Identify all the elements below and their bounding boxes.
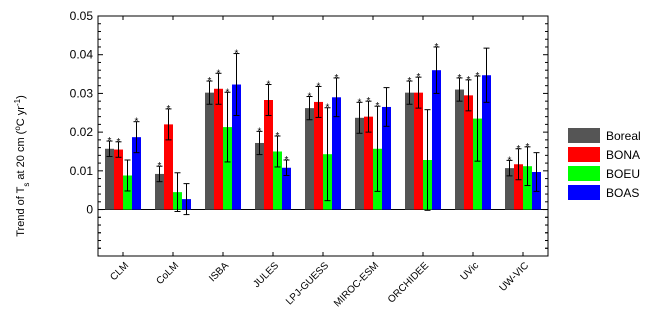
bar-boreal-lpj-guess [305, 108, 314, 210]
significance-marker: * [135, 117, 139, 128]
bar-boreal-miroc-esm [355, 117, 364, 210]
y-axis-title-main: Trend of T [15, 186, 27, 236]
significance-marker: * [108, 136, 112, 147]
legend-swatch-boeu [568, 166, 600, 181]
significance-marker: * [226, 87, 230, 98]
bar-bona-uw-vic [514, 164, 523, 210]
x-tick-label: UVic [459, 260, 482, 283]
x-tick-label: JULES [251, 260, 281, 290]
bar-bona-isba [214, 88, 223, 210]
bar-boas-miroc-esm [382, 106, 391, 210]
significance-marker: * [517, 144, 521, 155]
significance-marker: * [508, 155, 512, 166]
y-axis-title-deg: o [13, 126, 22, 131]
x-tick-label: LPJ-GUESS [284, 260, 331, 307]
bar-boreal-uvic [455, 89, 464, 210]
bar-boas-jules [282, 167, 291, 210]
bar-boas-clm [132, 137, 141, 210]
significance-marker: * [435, 42, 439, 53]
x-tick-label: ORCHIDEE [386, 260, 431, 305]
x-tick-label: MIROC-ESM [332, 260, 381, 309]
significance-marker: * [117, 137, 121, 148]
legend-swatch-boas [568, 185, 600, 200]
y-tick-label: 0.03 [70, 86, 94, 100]
bar-boreal-jules [255, 142, 264, 210]
x-tick-label: CLM [108, 260, 131, 283]
y-tick-label: 0 [86, 203, 93, 217]
significance-marker: * [458, 73, 462, 84]
significance-marker: * [476, 71, 480, 82]
x-tick-label: CoLM [154, 260, 181, 287]
significance-marker: * [208, 76, 212, 87]
y-tick-label: 0.02 [70, 125, 94, 139]
bar-boreal-orchidee [405, 92, 414, 210]
y-tick-label: 0.04 [70, 48, 94, 62]
y-axis-title: Trend of Ts at 20 cm (oC yr-1) [13, 95, 31, 237]
y-axis-title-unit: C yr [15, 106, 27, 127]
significance-marker: * [367, 96, 371, 107]
bar-bona-orchidee [414, 92, 423, 210]
significance-marker: * [376, 101, 380, 112]
bar-boas-orchidee [432, 70, 441, 210]
significance-marker: * [276, 131, 280, 142]
bar-boreal-clm [105, 148, 114, 210]
bar-boas-lpj-guess [332, 97, 341, 210]
y-axis-title-mid: at 20 cm ( [15, 130, 27, 182]
bar-boeu-clm [123, 175, 132, 210]
x-tick-label: UW-VIC [498, 260, 532, 294]
y-tick-label: 0.01 [70, 164, 94, 178]
bar-boreal-isba [205, 92, 214, 210]
legend: Boreal BONA BOEU BOAS [568, 128, 641, 200]
significance-marker: * [267, 80, 271, 91]
significance-marker: * [167, 104, 171, 115]
bar-bona-lpj-guess [314, 101, 323, 210]
bar-bona-uvic [464, 95, 473, 210]
significance-marker: * [408, 76, 412, 87]
significance-marker: * [326, 103, 330, 114]
significance-marker: * [235, 49, 239, 60]
plot-area: 0 0.01 0.02 0.03 0.04 0.05 * * * CLM * * CoLM * * * * ISB… [70, 9, 549, 309]
significance-marker: * [258, 126, 262, 137]
bar-boeu-uvic [473, 118, 482, 210]
significance-marker: * [526, 142, 530, 153]
y-axis-title-close: ) [15, 95, 27, 99]
significance-marker: * [417, 72, 421, 83]
bar-boas-uvic [482, 75, 491, 210]
significance-marker: * [308, 92, 312, 103]
bar-bona-miroc-esm [364, 116, 373, 210]
legend-swatch-bona [568, 147, 600, 162]
legend-label-boeu: BOEU [606, 167, 640, 181]
bar-boeu-isba [223, 127, 232, 210]
significance-marker: * [467, 75, 471, 86]
bar-boreal-uw-vic [505, 168, 514, 210]
significance-marker: * [335, 73, 339, 84]
significance-marker: * [285, 155, 289, 166]
y-axis-title-exp: -1 [13, 98, 22, 106]
legend-label-bona: BONA [606, 148, 640, 162]
significance-marker: * [158, 161, 162, 172]
bar-boreal-colm [155, 173, 164, 210]
legend-swatch-boreal [568, 128, 600, 143]
significance-marker: * [358, 97, 362, 108]
bar-bona-clm [114, 149, 123, 210]
bar-boeu-uw-vic [523, 166, 532, 210]
legend-label-boas: BOAS [606, 186, 639, 200]
y-axis-title-sub: s [22, 183, 31, 187]
bar-bona-colm [164, 124, 173, 210]
y-tick-label: 0.05 [70, 9, 94, 23]
bar-boas-isba [232, 84, 241, 210]
legend-label-boreal: Boreal [606, 129, 641, 143]
significance-marker: * [217, 68, 221, 79]
x-tick-label: ISBA [207, 260, 231, 284]
significance-marker: * [317, 81, 321, 92]
bar-bona-jules [264, 100, 273, 210]
bar-boeu-jules [273, 151, 282, 210]
